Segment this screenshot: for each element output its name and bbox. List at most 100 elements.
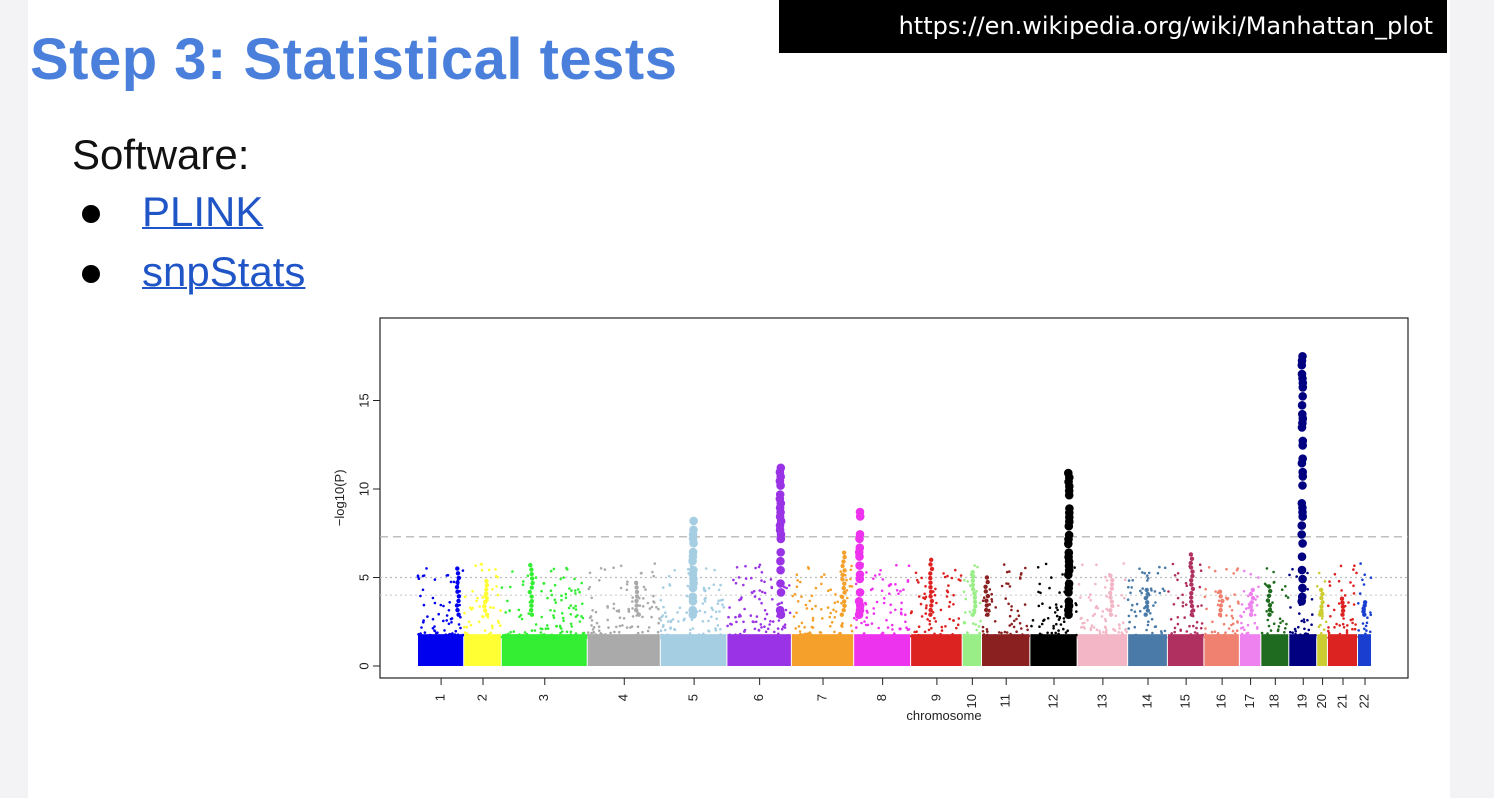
snp-point <box>1362 583 1366 586</box>
peak-point <box>1110 577 1115 583</box>
snp-point <box>564 592 568 596</box>
peak-point <box>1267 607 1273 613</box>
snp-point <box>1130 608 1133 612</box>
snp-point <box>753 595 757 598</box>
snp-point <box>619 586 623 590</box>
snp-point <box>872 607 875 610</box>
snp-point <box>1122 562 1125 565</box>
snp-point <box>634 633 638 637</box>
snp-point <box>417 633 420 636</box>
peak-point <box>1145 591 1150 597</box>
snp-point <box>1293 627 1297 631</box>
snp-point <box>1299 633 1302 636</box>
snp-point <box>1247 594 1250 598</box>
snp-point <box>750 591 754 595</box>
snp-point <box>744 577 748 580</box>
snp-point <box>1157 636 1160 639</box>
snp-point <box>659 629 663 632</box>
source-url-banner[interactable]: https://en.wikipedia.org/wiki/Manhattan_… <box>779 0 1447 53</box>
snp-point <box>509 585 512 589</box>
snp-point <box>1146 574 1149 577</box>
snp-point <box>1324 620 1328 624</box>
snp-point <box>617 630 621 634</box>
peak-point <box>1297 401 1307 410</box>
snp-point <box>506 636 509 639</box>
snp-point <box>666 620 670 623</box>
snp-point <box>1127 627 1130 630</box>
snp-point <box>1214 590 1217 593</box>
plink-link[interactable]: PLINK <box>142 188 264 235</box>
snp-point <box>1090 624 1094 627</box>
snp-point <box>504 611 507 614</box>
snp-point <box>954 568 957 572</box>
snp-point <box>737 576 741 579</box>
peak-point <box>1145 608 1151 613</box>
peak-point <box>1249 608 1254 613</box>
snp-point <box>864 623 868 627</box>
snp-point <box>420 636 423 640</box>
snp-point <box>743 607 746 611</box>
snp-point <box>1127 579 1131 582</box>
snp-point <box>1024 636 1027 639</box>
snp-point <box>840 601 843 605</box>
snp-point <box>421 588 425 592</box>
peak-point <box>1319 608 1324 613</box>
snp-point <box>1092 634 1095 638</box>
snp-point <box>603 568 607 571</box>
chromosome-5-points <box>659 516 727 666</box>
snp-point <box>553 609 556 613</box>
snp-point <box>1345 631 1349 634</box>
snp-point <box>849 624 853 627</box>
snp-point <box>461 569 465 572</box>
snp-point <box>1009 632 1012 636</box>
snpstats-link[interactable]: snpStats <box>142 248 306 295</box>
snp-point <box>997 631 1001 634</box>
snp-point <box>829 611 832 615</box>
y-tick-label: 15 <box>356 393 371 407</box>
snp-point <box>873 574 877 577</box>
peak-point <box>1319 604 1324 609</box>
snp-point <box>681 634 685 637</box>
peak-point <box>529 608 534 613</box>
snp-point <box>1086 619 1089 622</box>
peak-point <box>689 525 698 535</box>
snp-point <box>562 619 565 623</box>
snp-point <box>1310 598 1314 601</box>
snp-point <box>1105 595 1108 598</box>
snp-point <box>810 634 814 637</box>
peak-point <box>929 603 934 608</box>
peak-point <box>985 579 990 585</box>
snp-point <box>1188 636 1192 640</box>
peak-point <box>776 556 785 566</box>
snp-point <box>1141 571 1144 574</box>
snp-point <box>1008 570 1011 573</box>
peak-point <box>456 594 462 599</box>
snp-point <box>1302 618 1306 621</box>
snp-point <box>1310 623 1313 626</box>
chromosome-17-band <box>1239 634 1261 666</box>
snp-point <box>763 591 767 595</box>
peak-point <box>1298 583 1307 593</box>
snp-point <box>533 629 537 632</box>
snp-point <box>636 625 640 628</box>
snp-point <box>574 608 578 611</box>
snp-point <box>1292 634 1296 638</box>
snp-point <box>760 601 763 605</box>
snp-point <box>668 584 672 587</box>
snp-point <box>591 609 594 612</box>
snp-point <box>631 615 635 618</box>
snp-point <box>417 577 421 580</box>
snp-point <box>1231 616 1235 620</box>
snp-point <box>1327 629 1330 633</box>
snp-point <box>1352 603 1356 606</box>
snp-point <box>957 578 960 581</box>
snp-point <box>1016 609 1020 613</box>
snp-point <box>1043 618 1046 622</box>
snp-point <box>1269 629 1273 632</box>
snp-point <box>450 617 454 620</box>
snp-point <box>1134 614 1138 618</box>
snp-point <box>865 571 868 574</box>
snp-point <box>780 601 784 604</box>
snp-point <box>650 634 654 638</box>
snp-point <box>701 602 705 605</box>
